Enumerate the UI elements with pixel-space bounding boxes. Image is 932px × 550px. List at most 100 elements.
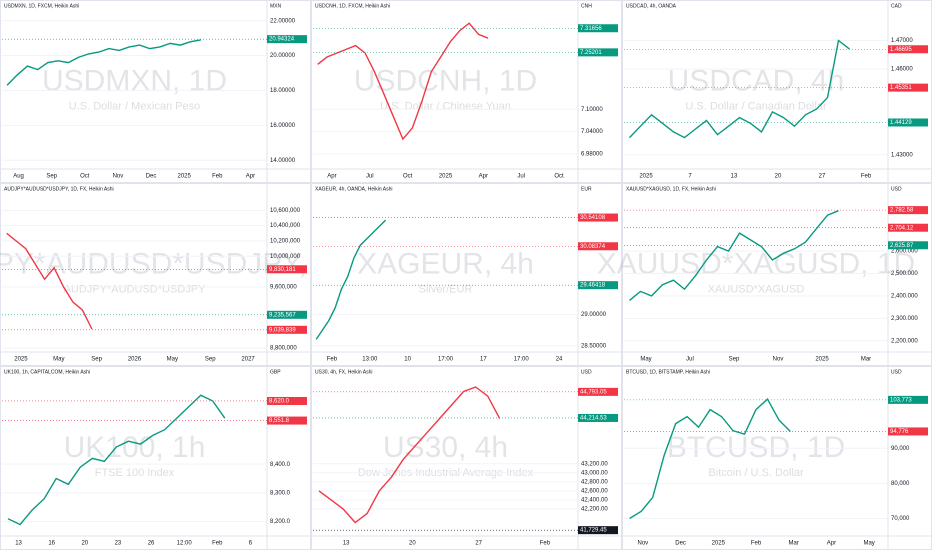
watermark: UK100, 1h [64,431,206,464]
x-tick-label: 23 [115,541,122,547]
watermark-subtitle: AUDJPY*AUDUSD*USDJPY [64,283,206,295]
x-tick-label: Sep [46,174,57,180]
watermark: USDCAD, 4h [668,64,845,97]
price-badge-label: 44,793.05 [580,389,607,395]
price-badge-label: 8,551.8 [269,418,290,424]
price-badge-label: 94,776 [890,429,909,435]
panel-title: US30, 4h, FX, Heikin Ashi [315,369,373,375]
price-badge [888,223,928,232]
x-tick-label: 27 [819,174,826,180]
price-line [629,210,839,301]
x-tick-label: 20 [775,174,782,180]
price-badge [578,387,618,396]
x-tick-label: Mar [789,541,799,547]
x-tick-label: May [863,541,874,547]
watermark: US30, 4h [383,431,508,464]
panel-frame [622,366,932,550]
y-tick-label: 28.50000 [581,343,607,349]
x-tick-label: Nov [638,541,649,547]
x-tick-label: 12:00 [177,541,193,547]
x-tick-label: 6 [249,541,253,547]
watermark-subtitle: Bitcoin / U.S. Dollar [708,467,804,479]
y-tick-label: 42,400.00 [581,497,608,503]
y-tick-label: 42,200.00 [581,506,608,512]
x-tick-label: 2025 [178,174,192,180]
price-line [318,386,501,524]
panel: BTCUSD, 1D Bitcoin / U.S. Dollar 70,000 80,… [622,366,932,550]
panel-title: USDCAD, 4h, OANDA [626,3,677,9]
y-tick-label: 20.00000 [270,53,296,59]
price-line [629,397,791,519]
watermark-subtitle: XAUUSD*XAGUSD [708,283,805,295]
y-tick-label: 8,800,000 [270,346,297,352]
x-tick-label: Jul [517,174,525,180]
panel: XAUUSD*XAGUSD, 1D XAUUSD*XAGUSD 2,200.000 2… [597,183,932,366]
currency-label: USD [891,186,902,192]
price-badge [578,242,618,251]
x-tick-label: 2025 [14,357,28,363]
y-tick-label: 43,200.00 [581,461,608,467]
watermark: USDMXN, 1D [42,64,227,97]
y-tick-label: 42,800.00 [581,479,608,485]
y-tick-label: 10,000,000 [270,254,301,260]
price-badge [888,427,928,436]
x-tick-label: 2025 [815,357,829,363]
x-tick-label: Apr [827,541,836,547]
price-badge [888,118,928,127]
y-tick-label: 43,000.00 [581,470,608,476]
price-badge [578,413,618,422]
price-badge [578,24,618,33]
y-tick-label: 16.00000 [270,123,296,129]
y-tick-label: 80,000 [891,481,910,487]
watermark-subtitle: Silver/EUR [419,283,473,295]
currency-label: GBP [270,369,281,375]
x-tick-label: 24 [556,357,563,363]
currency-label: CNH [581,3,592,9]
x-tick-label: Oct [554,174,564,180]
x-tick-label: Apr [479,174,488,180]
watermark: BTCUSD, 1D [667,431,845,464]
price-line [6,39,201,86]
price-badge-label: 9,235,567 [269,312,296,318]
panel-title: BTCUSD, 1D, BITSTAMP, Heikin Ashi [626,369,710,375]
watermark-subtitle: U.S. Dollar / Mexican Peso [69,100,200,112]
panel-title: XAGEUR, 4h, OANDA, Heikin Ashi [315,186,393,192]
panel-title: USDMXN, 1D, FXCM, Heikin Ashi [4,3,79,9]
price-badge [267,310,307,319]
x-tick-label: Mar [861,357,871,363]
panel-frame [0,0,311,183]
x-tick-label: Nov [113,174,124,180]
x-tick-label: 26 [148,541,155,547]
panel: USDCAD, 4h U.S. Dollar / Canadian Dollar 1… [622,0,932,183]
price-badge [578,213,618,222]
y-tick-label: 10,200,000 [270,239,301,245]
y-tick-label: 6.98000 [581,152,603,158]
panel-title: AUDJPY*AUDUSD*USDJPY, 1D, FX, Heikin Ash… [4,186,114,192]
x-tick-label: 2025 [439,174,453,180]
watermark-subtitle: U.S. Dollar / Canadian Dollar [685,100,827,112]
watermark: XAUUSD*XAGUSD, 1D [597,247,915,280]
price-badge-label: 7.31656 [580,26,602,32]
x-tick-label: 20 [81,541,88,547]
currency-label: EUR [581,186,592,192]
x-tick-label: Apr [327,174,336,180]
price-badge-label: 1.46695 [890,47,912,53]
x-tick-label: 17:00 [514,357,530,363]
x-tick-label: 2025 [639,174,653,180]
x-tick-label: 2025 [712,541,726,547]
price-line [315,219,387,340]
y-tick-label: 42,600.00 [581,488,608,494]
price-badge-label: 8,620.0 [269,399,290,405]
x-tick-label: Feb [212,174,223,180]
watermark: USDCNH, 1D [354,64,537,97]
x-tick-label: Sep [205,357,216,363]
currency-label: CAD [891,3,902,9]
price-badge [888,395,928,404]
x-tick-label: Jul [686,357,694,363]
panel-frame [0,183,311,366]
price-badge-label: 9,039,839 [269,327,296,333]
price-badge [267,396,307,405]
y-tick-label: 7.04000 [581,129,603,135]
y-tick-label: 70,000 [891,516,910,522]
